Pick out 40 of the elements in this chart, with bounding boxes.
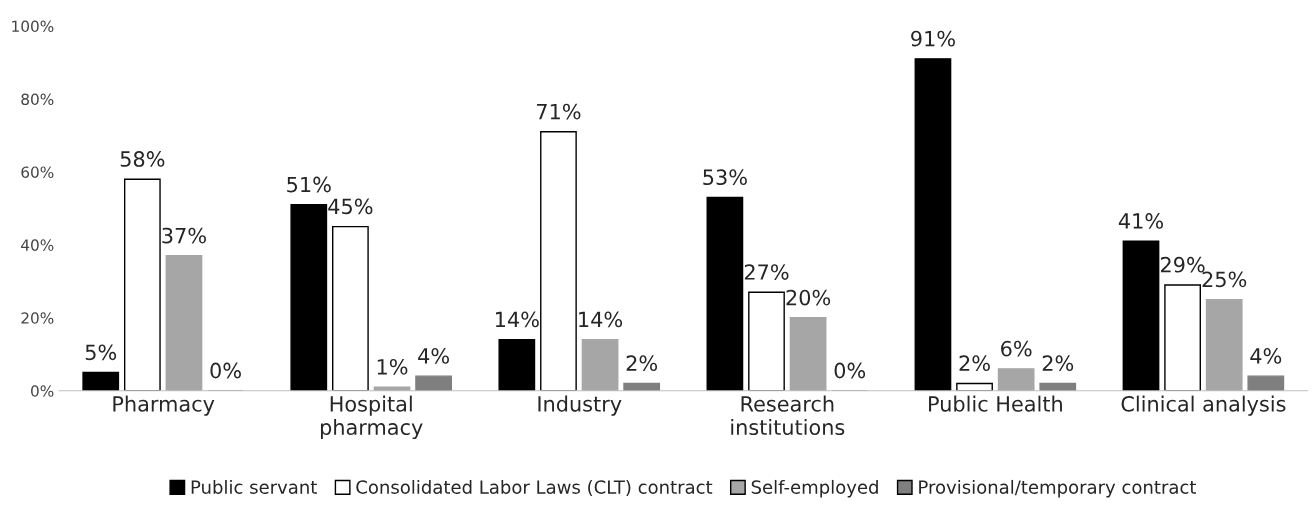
data-label: 5% [85,344,117,361]
data-label: 45% [328,198,373,215]
data-label: 37% [162,227,206,244]
data-label: 14% [579,311,623,328]
y-tick-label: 20% [21,312,54,324]
data-label: 2% [1042,355,1074,372]
data-label: 58% [120,151,165,167]
x-tick-label: Pharmacy [113,395,215,416]
data-label: 2% [626,355,658,372]
data-label: 1% [377,358,408,375]
data-label: 0% [834,362,866,379]
legend-label: Provisional/temporary contract [919,479,1197,498]
data-label: 2% [959,355,990,372]
data-label: 29% [1160,256,1205,273]
legend-label: Self-employed [751,479,878,498]
legend-label: Public servant [191,479,317,494]
data-label: 4% [418,348,449,364]
data-label: 0% [210,362,241,379]
y-tick-label: 80% [21,93,54,106]
x-tick-label: Industry [538,395,622,416]
x-tick-label: Hospital pharmacy [320,395,423,440]
data-label: 25% [1202,271,1247,288]
x-tick-label: Clinical analysis [1121,395,1286,416]
data-label: 27% [744,264,789,280]
y-tick-label: 40% [21,239,54,251]
data-label: 14% [495,311,539,328]
y-tick-label: 0% [31,385,54,397]
legend-label: Consolidated Labor Laws (CLT) contract [356,479,713,497]
data-label: 53% [703,169,747,186]
data-label: 6% [1001,340,1032,357]
y-tick-label: 60% [21,166,54,178]
data-label: 4% [1250,348,1282,364]
data-label: 41% [1118,213,1163,229]
data-label: 20% [786,289,831,306]
data-label: 91% [911,30,955,47]
data-label: 51% [287,176,331,193]
y-tick-label: 100% [12,20,54,33]
x-tick-label: Research institutions [731,395,845,436]
data-label: 71% [537,103,581,120]
x-tick-label: Public Health [929,395,1062,412]
